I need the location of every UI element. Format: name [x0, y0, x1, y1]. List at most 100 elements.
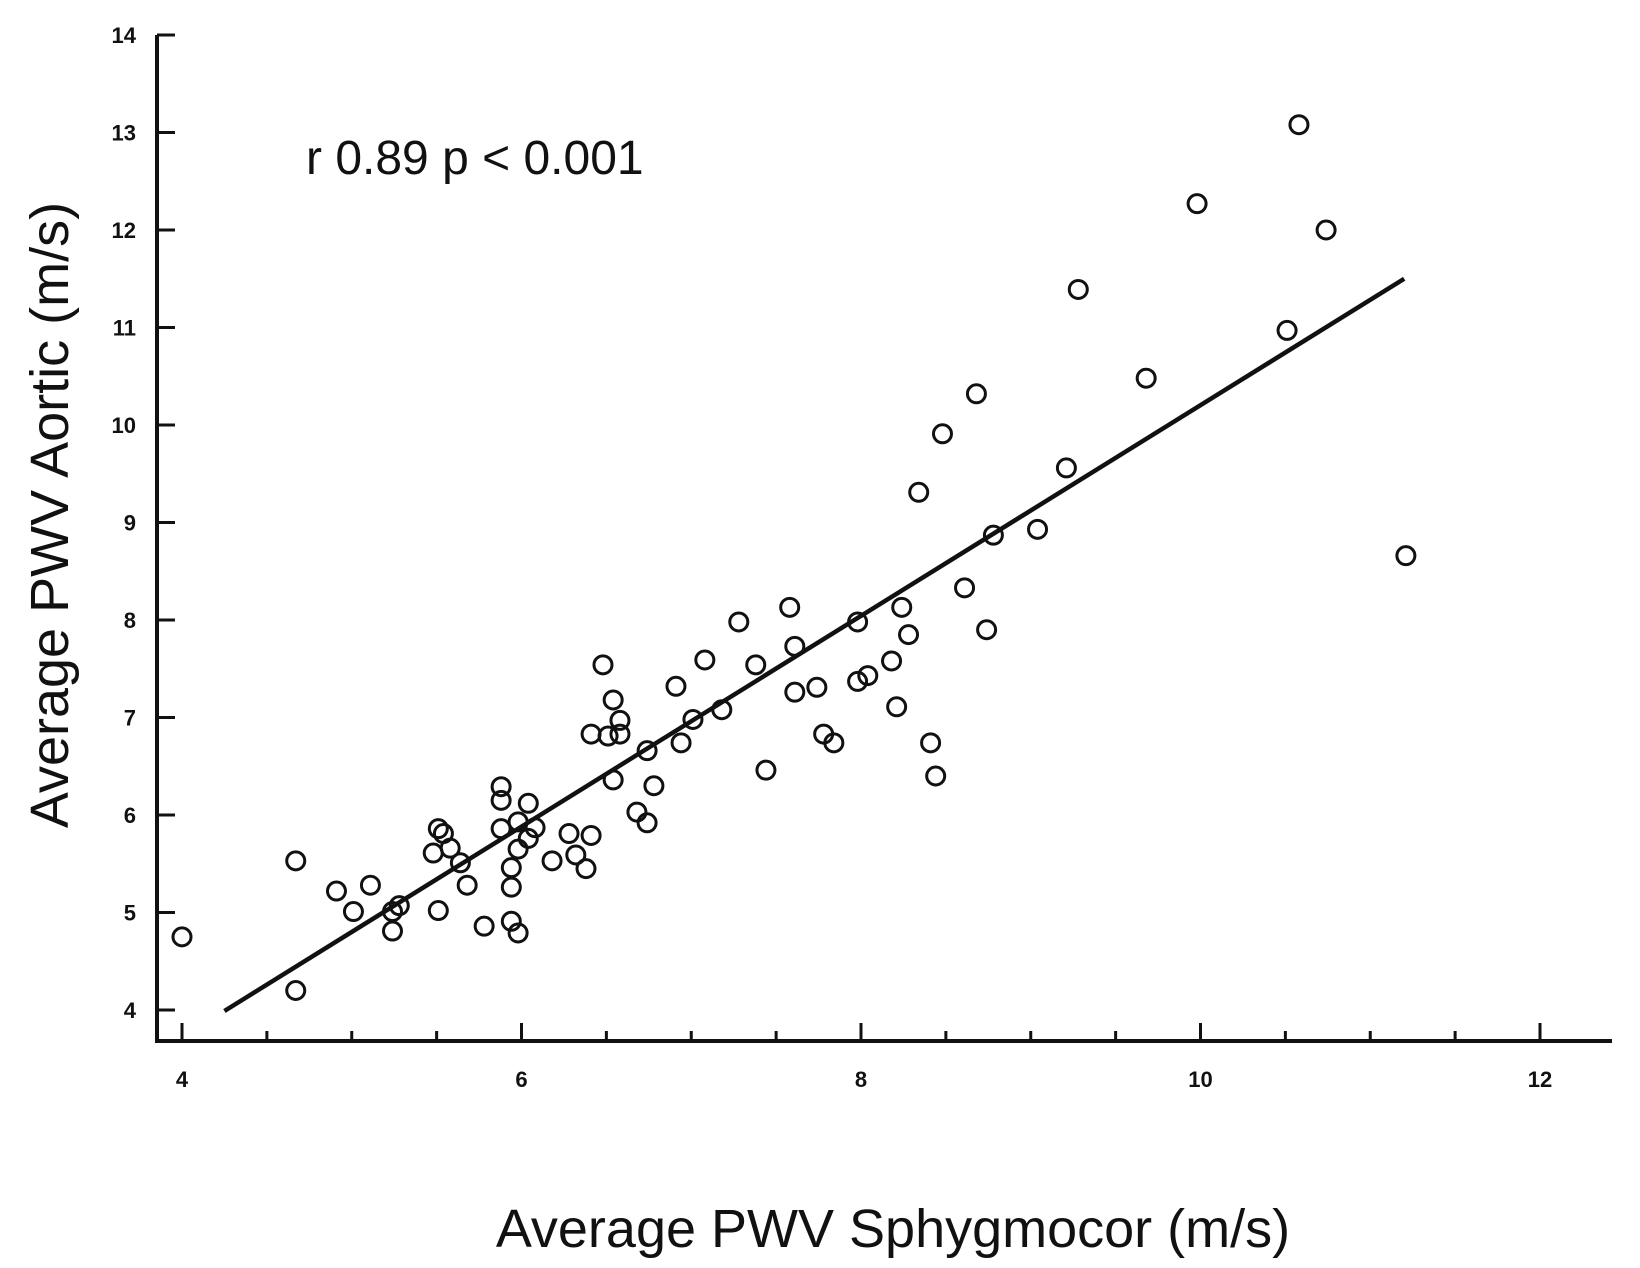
x-tick-label: 4: [176, 1067, 189, 1092]
y-tick-label: 10: [112, 413, 136, 438]
data-points: [171, 114, 1417, 1001]
data-point: [359, 874, 381, 896]
data-point: [745, 654, 767, 676]
data-point: [1288, 114, 1310, 136]
data-point: [636, 812, 658, 834]
data-point: [925, 765, 947, 787]
regression-line: [223, 276, 1406, 1013]
data-point: [342, 901, 364, 923]
y-tick-label: 8: [124, 608, 136, 633]
data-point: [670, 732, 692, 754]
y-tick-label: 7: [124, 706, 136, 731]
data-point: [597, 725, 619, 747]
data-point: [694, 649, 716, 671]
data-point: [1067, 278, 1089, 300]
data-point: [784, 681, 806, 703]
x-tick-label: 6: [515, 1067, 527, 1092]
data-point: [507, 838, 529, 860]
data-point: [449, 852, 471, 874]
data-point: [517, 792, 539, 814]
x-tick-label: 12: [1528, 1067, 1552, 1092]
data-point: [847, 611, 869, 633]
data-point: [325, 880, 347, 902]
data-point: [500, 910, 522, 932]
data-point: [490, 776, 512, 798]
y-axis-title: Average PWV Aortic (m/s): [20, 202, 80, 828]
data-point: [500, 876, 522, 898]
data-point: [602, 769, 624, 791]
data-point: [891, 596, 913, 618]
y-tick-label: 4: [124, 998, 137, 1023]
data-point: [1276, 319, 1298, 341]
data-point: [1186, 193, 1208, 215]
data-point: [931, 423, 953, 445]
data-point: [857, 665, 879, 687]
data-point: [643, 775, 665, 797]
data-point: [1315, 219, 1337, 241]
data-point: [427, 818, 449, 840]
data-point: [847, 670, 869, 692]
data-point: [490, 789, 512, 811]
y-tick-label: 12: [112, 218, 136, 243]
data-point: [1055, 457, 1077, 479]
data-point: [823, 732, 845, 754]
data-point: [636, 740, 658, 762]
data-point: [965, 383, 987, 405]
data-point: [602, 689, 624, 711]
data-point: [381, 901, 403, 923]
data-point: [1135, 367, 1157, 389]
x-tick-label: 10: [1188, 1067, 1212, 1092]
data-point: [665, 675, 687, 697]
data-point: [565, 844, 587, 866]
data-point: [954, 577, 976, 599]
data-point: [609, 709, 631, 731]
data-point: [575, 858, 597, 880]
data-point: [1395, 545, 1417, 567]
data-point: [524, 817, 546, 839]
data-point: [784, 635, 806, 657]
y-tick-label: 14: [112, 23, 137, 48]
x-tick-label: 8: [855, 1067, 867, 1092]
data-point: [456, 874, 478, 896]
data-point: [171, 926, 193, 948]
data-point: [285, 850, 307, 872]
data-point: [285, 980, 307, 1001]
data-point: [507, 922, 529, 944]
data-point: [490, 818, 512, 840]
data-point: [439, 837, 461, 859]
data-point: [976, 619, 998, 641]
data-point: [806, 676, 828, 698]
data-point: [728, 611, 750, 633]
data-point: [886, 696, 908, 718]
data-point: [388, 895, 410, 917]
axes: [155, 35, 1612, 1043]
data-point: [517, 827, 539, 849]
data-point: [558, 823, 580, 845]
data-point: [592, 654, 614, 676]
data-point: [381, 920, 403, 942]
y-tick-label: 11: [113, 316, 136, 341]
data-point: [473, 915, 495, 937]
data-point: [609, 723, 631, 745]
data-point: [427, 900, 449, 922]
data-point: [881, 650, 903, 672]
ticks: 4 6 8 10 12 4 5 6 7 8 9 10 11 12 13 14: [112, 23, 1553, 1092]
axis-lines: [155, 35, 1612, 1043]
data-point: [500, 857, 522, 879]
data-point: [422, 842, 444, 864]
y-tick-label: 13: [112, 121, 136, 146]
correlation-annotation: r 0.89 p < 0.001: [306, 132, 644, 185]
data-point: [541, 850, 563, 872]
x-axis-title: Average PWV Sphygmocor (m/s): [496, 1199, 1290, 1259]
data-point: [711, 699, 733, 721]
data-point: [580, 824, 602, 846]
data-point: [1027, 518, 1049, 540]
data-point: [898, 624, 920, 646]
data-point: [779, 596, 801, 618]
y-tick-label: 6: [124, 803, 136, 828]
data-point: [982, 524, 1004, 546]
data-point: [682, 708, 704, 730]
data-point: [580, 723, 602, 745]
